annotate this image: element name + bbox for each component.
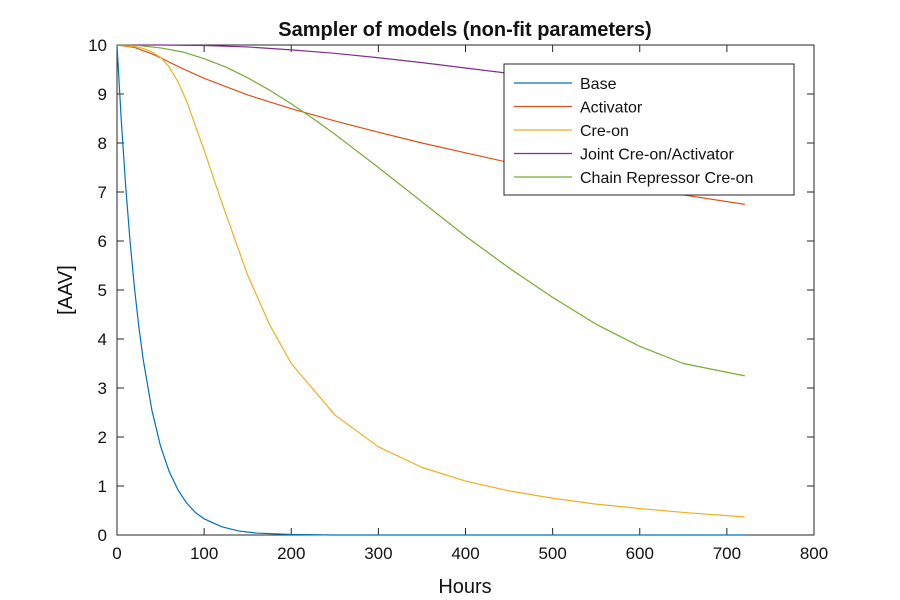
- legend-label: Joint Cre-on/Activator: [580, 147, 735, 164]
- series-line-cre-on: [116, 44, 745, 518]
- x-tick-label: 800: [800, 544, 828, 563]
- y-tick-label: 4: [98, 330, 107, 349]
- series-line-joint-cre-on-activator: [116, 44, 528, 77]
- y-tick-label: 1: [98, 477, 107, 496]
- y-tick-label: 3: [98, 379, 107, 398]
- legend-label: Activator: [580, 100, 643, 117]
- series-line-chain-repressor-cre-on: [116, 44, 745, 377]
- y-tick-label: 6: [98, 232, 107, 251]
- x-tick-label: 400: [451, 544, 479, 563]
- y-tick-label: 9: [98, 85, 107, 104]
- x-tick-label: 600: [626, 544, 654, 563]
- x-tick-label: 100: [190, 544, 218, 563]
- y-tick-label: 7: [98, 183, 107, 202]
- y-tick-label: 10: [88, 36, 107, 55]
- series-line-base: [116, 44, 745, 536]
- x-tick-label: 0: [112, 544, 121, 563]
- x-tick-label: 200: [277, 544, 305, 563]
- legend-label: Cre-on: [580, 123, 629, 140]
- y-tick-label: 8: [98, 134, 107, 153]
- x-tick-label: 700: [713, 544, 741, 563]
- legend-label: Chain Repressor Cre-on: [580, 170, 753, 187]
- chart-title: Sampler of models (non-fit parameters): [278, 19, 651, 41]
- legend: Base Activator Cre-on Joint Cre-on/Activato…: [503, 63, 795, 196]
- x-tick-label: 500: [538, 544, 566, 563]
- y-tick-label: 0: [98, 526, 107, 545]
- x-tick-label: 300: [364, 544, 392, 563]
- x-axis-title: Hours: [438, 576, 491, 598]
- legend-label: Base: [580, 76, 617, 93]
- legend-items: Base Activator Cre-on Joint Cre-on/Activato…: [514, 76, 753, 187]
- y-tick-label: 2: [98, 428, 107, 447]
- y-axis-title: [AAV]: [55, 265, 77, 315]
- x-axis-ticks: 0 100 200 300 400 500 600 700 800: [112, 45, 828, 563]
- y-axis-ticks: 0 1 2 3 4 5 6 7 8 9 10: [88, 36, 814, 545]
- y-tick-label: 5: [98, 281, 107, 300]
